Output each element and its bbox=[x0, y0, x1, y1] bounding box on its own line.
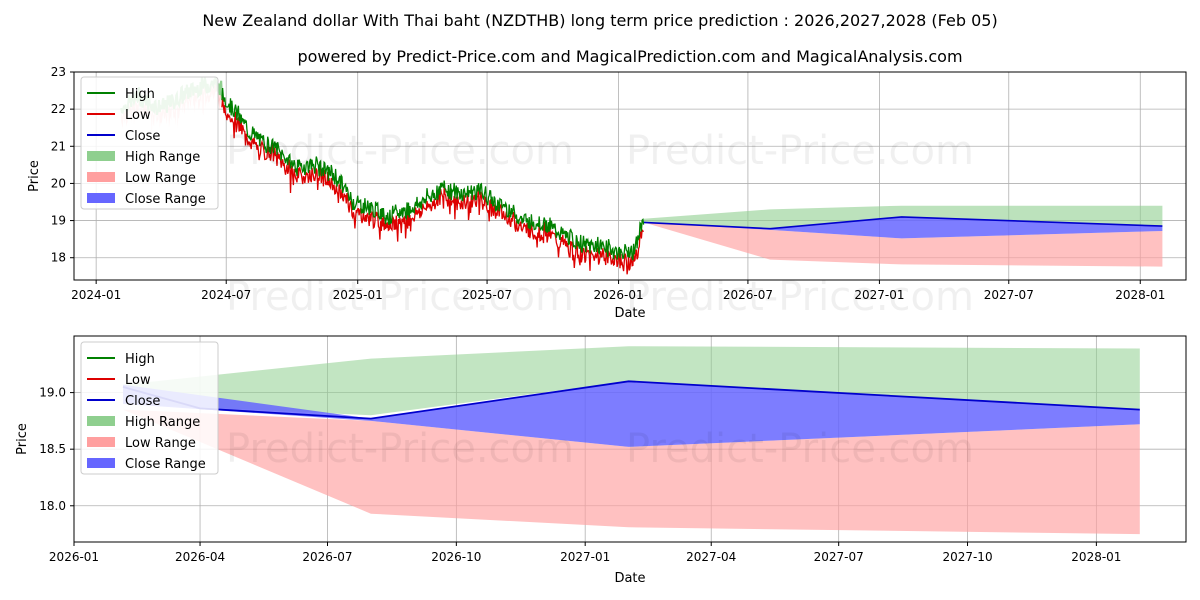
top-high-history-line bbox=[221, 87, 645, 261]
y-tick-label: 19 bbox=[51, 214, 66, 228]
x-tick-label: 2025-01 bbox=[333, 288, 383, 302]
top-y-axis-label: Price bbox=[27, 160, 42, 192]
x-tick-label: 2027-07 bbox=[814, 550, 864, 564]
x-tick-label: 2024-01 bbox=[71, 288, 121, 302]
bottom-data-layer bbox=[122, 346, 1140, 535]
x-tick-label: 2026-04 bbox=[175, 550, 225, 564]
x-tick-label: 2027-07 bbox=[984, 288, 1034, 302]
x-tick-label: 2028-01 bbox=[1071, 550, 1121, 564]
y-tick-label: 22 bbox=[51, 102, 66, 116]
legend-label-close-range: Close Range bbox=[125, 192, 206, 207]
top-tick-labels: 2024-01 2024-07 2025-01 2025-07 2026-01 2026-… bbox=[51, 65, 1166, 302]
legend-label-high-range: High Range bbox=[125, 150, 200, 165]
top-high-range-band bbox=[643, 205, 1163, 229]
legend-label-close: Close bbox=[125, 394, 160, 409]
y-tick-label: 18.0 bbox=[39, 499, 66, 513]
x-tick-label: 2026-07 bbox=[723, 288, 773, 302]
x-tick-label: 2027-04 bbox=[686, 550, 736, 564]
x-tick-label: 2025-07 bbox=[462, 288, 512, 302]
legend-label-low-range: Low Range bbox=[125, 436, 196, 451]
top-close-forecast-line bbox=[643, 216, 1163, 230]
x-tick-label: 2026-01 bbox=[49, 550, 99, 564]
bottom-panel: Predict-Price.com Predict-Price.com 2026… bbox=[15, 335, 1187, 586]
y-tick-label: 18 bbox=[51, 251, 66, 265]
watermark-text: Predict-Price.com bbox=[226, 274, 574, 320]
legend-label-low: Low bbox=[125, 373, 151, 388]
bottom-close-range-band bbox=[123, 381, 1140, 447]
bottom-low-range-band bbox=[123, 409, 1140, 535]
watermark-text: Predict-Price.com bbox=[626, 274, 974, 320]
bottom-tick-labels: 2026-01 2026-04 2026-07 2026-10 2027-01 2027-… bbox=[39, 386, 1121, 564]
legend-label-high: High bbox=[125, 352, 155, 367]
x-tick-label: 2026-01 bbox=[593, 288, 643, 302]
watermark-text: Predict-Price.com bbox=[226, 426, 574, 472]
x-tick-label: 2024-07 bbox=[201, 288, 251, 302]
x-tick-label: 2027-10 bbox=[942, 550, 992, 564]
legend-box bbox=[80, 76, 219, 210]
watermark-text: Predict-Price.com bbox=[626, 128, 974, 174]
top-low-range-band bbox=[643, 222, 1163, 267]
legend-swatch-close-range bbox=[87, 193, 115, 203]
x-tick-label: 2028-01 bbox=[1115, 288, 1165, 302]
y-tick-label: 18.5 bbox=[39, 442, 66, 456]
bottom-x-axis-label: Date bbox=[614, 571, 645, 586]
x-tick-label: 2026-10 bbox=[431, 550, 481, 564]
top-data-layer bbox=[120, 76, 1163, 275]
y-tick-label: 19.0 bbox=[39, 386, 66, 400]
bottom-y-axis-label: Price bbox=[15, 423, 30, 455]
x-tick-label: 2027-01 bbox=[560, 550, 610, 564]
y-tick-label: 20 bbox=[51, 176, 66, 190]
legend-label-low: Low bbox=[125, 108, 151, 123]
legend-label-high: High bbox=[125, 87, 155, 102]
top-legend: High Low Close High Range Low Range Close Ran… bbox=[80, 76, 219, 210]
chart-title: New Zealand dollar With Thai baht (NZDTH… bbox=[202, 11, 997, 30]
watermark-text: Predict-Price.com bbox=[226, 128, 574, 174]
legend-swatch-high-range bbox=[87, 416, 115, 426]
top-low-history-line bbox=[221, 98, 645, 275]
x-tick-label: 2026-07 bbox=[302, 550, 352, 564]
legend-label-close-range: Close Range bbox=[125, 457, 206, 472]
bottom-axes-frame bbox=[73, 335, 1187, 543]
legend-box bbox=[80, 341, 219, 475]
legend-swatch-close-range bbox=[87, 458, 115, 468]
legend-swatch-low-range bbox=[87, 172, 115, 182]
top-panel: Predict-Price.com Predict-Price.com Pred… bbox=[27, 65, 1187, 321]
legend-label-close: Close bbox=[125, 129, 160, 144]
legend-swatch-high-range bbox=[87, 151, 115, 161]
legend-label-high-range: High Range bbox=[125, 415, 200, 430]
y-tick-label: 21 bbox=[51, 139, 66, 153]
top-x-axis-label: Date bbox=[614, 306, 645, 321]
bottom-legend: High Low Close High Range Low Range Close Ran… bbox=[80, 341, 219, 475]
top-axes-frame bbox=[73, 71, 1187, 281]
x-tick-label: 2027-01 bbox=[854, 288, 904, 302]
legend-swatch-low-range bbox=[87, 437, 115, 447]
watermark-text: Predict-Price.com bbox=[626, 426, 974, 472]
y-tick-label: 23 bbox=[51, 65, 66, 79]
legend-label-low-range: Low Range bbox=[125, 171, 196, 186]
chart-subtitle: powered by Predict-Price.com and Magical… bbox=[297, 47, 962, 66]
